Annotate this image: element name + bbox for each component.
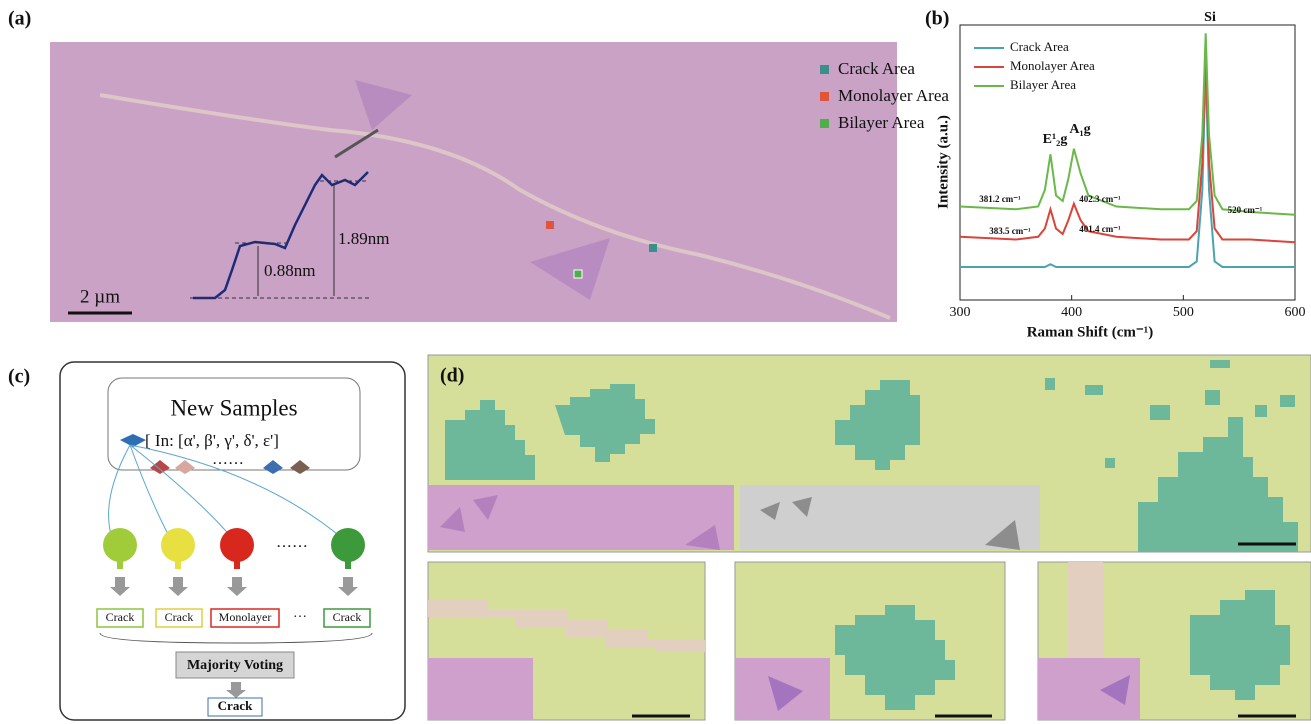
annotation: 520 cm⁻¹ bbox=[1228, 205, 1263, 215]
panel-label: (b) bbox=[925, 8, 949, 30]
output-label: Monolayer bbox=[219, 610, 272, 624]
legend-label: Monolayer Area bbox=[1010, 58, 1095, 73]
segmentation-maps bbox=[428, 355, 1311, 720]
output-label: Crack bbox=[106, 610, 135, 624]
y-axis-title: Intensity (a.u.) bbox=[935, 115, 951, 209]
panel-label: (c) bbox=[8, 366, 30, 388]
figure: (a) 1.89nm 0.88nm 2 µm Crack Area Monola… bbox=[0, 0, 1311, 724]
x-tick-label: 400 bbox=[1061, 305, 1082, 320]
samples-input: [ In: [α', β', γ', δ', ε'] bbox=[145, 431, 279, 450]
legend-swatch bbox=[820, 65, 829, 74]
marker bbox=[546, 221, 554, 229]
annotation: 402.3 cm⁻¹ bbox=[1079, 194, 1121, 204]
legend-label: Crack Area bbox=[1010, 39, 1069, 54]
output-label: Crack bbox=[333, 610, 362, 624]
legend-swatch bbox=[820, 92, 829, 101]
annotation: 381.2 cm⁻¹ bbox=[979, 194, 1021, 204]
micrograph bbox=[50, 42, 897, 322]
scale-label: 2 µm bbox=[80, 286, 120, 307]
x-tick-label: 600 bbox=[1285, 305, 1306, 320]
result-label: Crack bbox=[218, 698, 253, 713]
annotation: 1.89nm bbox=[338, 229, 389, 248]
legend-label: Monolayer Area bbox=[838, 86, 949, 105]
x-axis-title: Raman Shift (cm⁻¹) bbox=[1027, 324, 1154, 340]
output-label: ··· bbox=[293, 610, 307, 625]
x-tick-label: 300 bbox=[950, 305, 971, 320]
ellipsis: ······ bbox=[212, 456, 244, 473]
annotation: 0.88nm bbox=[264, 261, 315, 280]
annotation: E¹₂g bbox=[1043, 132, 1068, 147]
legend-label: Crack Area bbox=[838, 59, 915, 78]
legend-label: Bilayer Area bbox=[1010, 77, 1076, 92]
annotation: 401.4 cm⁻¹ bbox=[1079, 224, 1121, 234]
voting-label: Majority Voting bbox=[187, 658, 283, 673]
annotation: A₁g bbox=[1069, 122, 1090, 137]
marker bbox=[574, 270, 582, 278]
legend-swatch bbox=[820, 119, 829, 128]
legend-label: Bilayer Area bbox=[838, 113, 925, 132]
marker bbox=[649, 244, 657, 252]
annotation: 383.5 cm⁻¹ bbox=[989, 226, 1031, 236]
output-label: Crack bbox=[165, 610, 194, 624]
x-tick-label: 500 bbox=[1173, 305, 1194, 320]
panel-label: (a) bbox=[8, 8, 31, 30]
ellipsis: ······ bbox=[276, 539, 308, 556]
annotation: Si bbox=[1204, 10, 1216, 25]
samples-title: New Samples bbox=[170, 395, 297, 420]
panel-label: (d) bbox=[440, 365, 464, 387]
